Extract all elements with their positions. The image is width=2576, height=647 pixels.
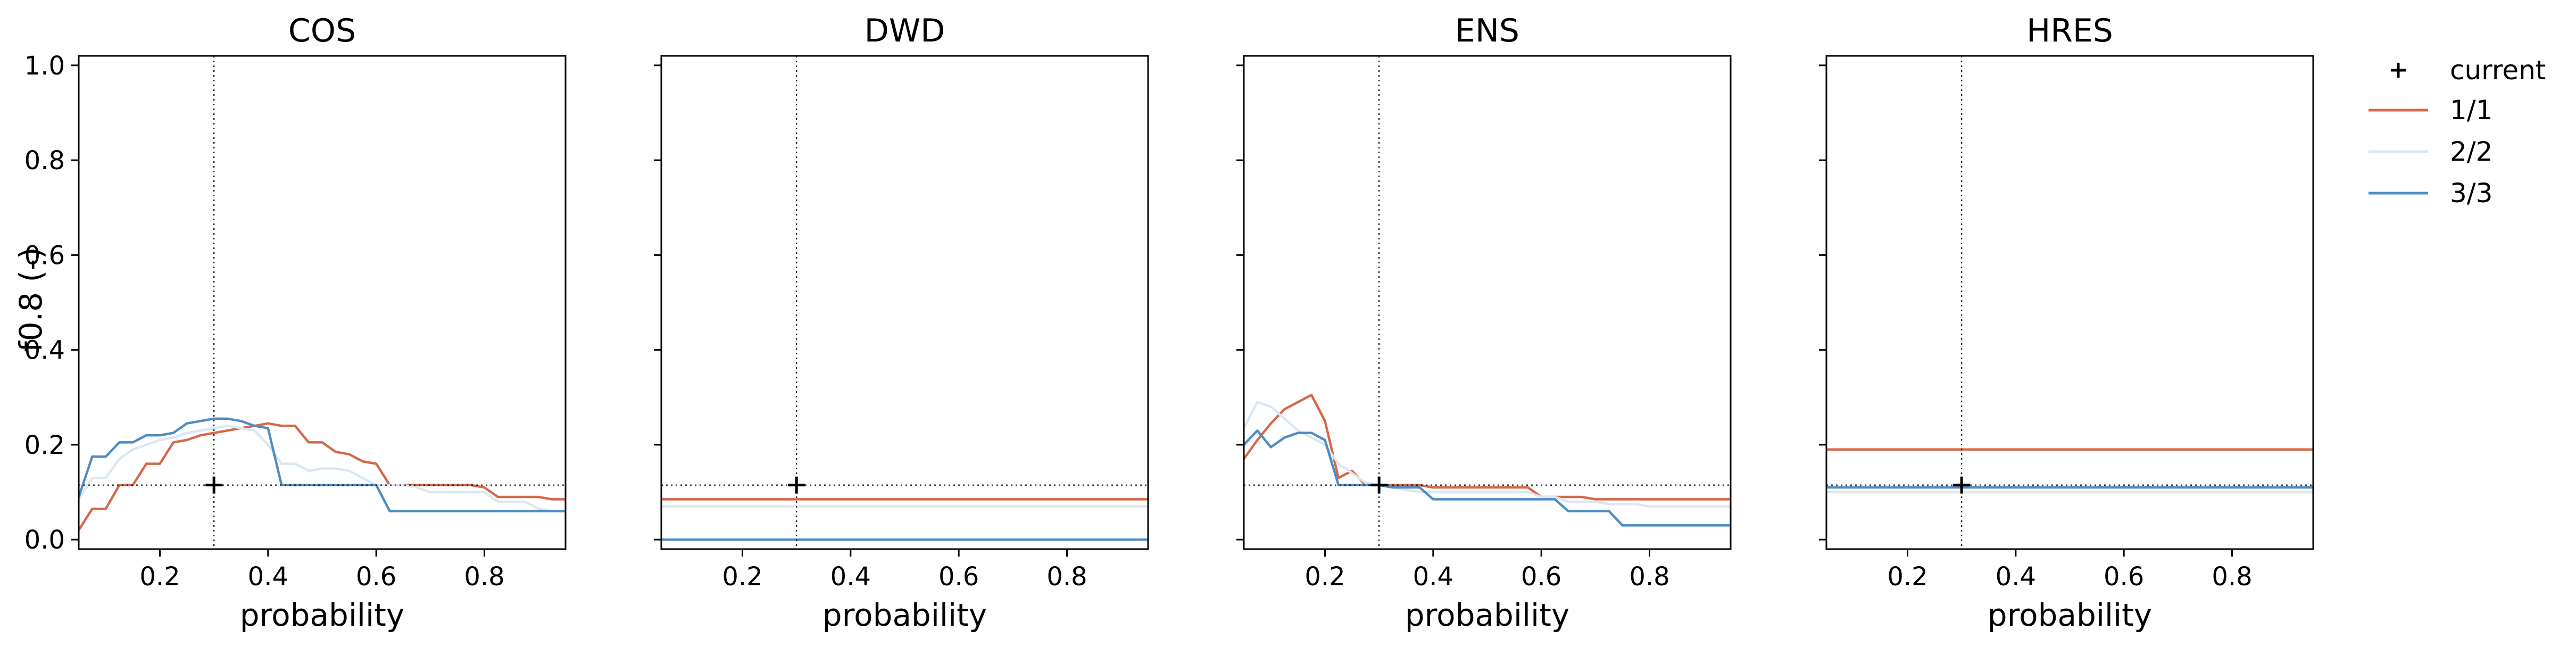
axes-frame	[1825, 55, 2314, 550]
x-tick-label: 0.6	[1521, 562, 1561, 592]
plot-area	[661, 56, 1148, 549]
panel-title: DWD	[865, 12, 945, 49]
x-axis-label: probability	[822, 597, 987, 633]
legend-item-current: current	[2391, 55, 2546, 86]
series-line-3-of-3	[77, 417, 566, 512]
y-tick-label: 0.4	[24, 336, 65, 366]
x-tick-label: 0.4	[830, 562, 871, 592]
plot-area	[1244, 56, 1731, 549]
legend-label: 2/2	[2450, 136, 2492, 167]
y-tick-label: 0.8	[24, 146, 65, 176]
x-tick-label: 0.6	[938, 562, 979, 592]
current-marker	[1370, 476, 1388, 494]
series-line-1-of-1	[1243, 394, 1731, 501]
panel-ens: 0.2 0.4 0.6 0.8 ENS probability	[1236, 12, 1732, 633]
y-axis-label: f0.8 (-)	[13, 247, 49, 352]
legend-label: 1/1	[2450, 95, 2492, 126]
plot-area	[1826, 56, 2313, 549]
panel-hres: 0.2 0.4 0.6 0.8 HRES probability	[1819, 12, 2314, 633]
legend-label: 3/3	[2450, 178, 2492, 209]
current-marker	[788, 476, 805, 494]
legend-item-1-of-1: 1/1	[2369, 95, 2492, 126]
series-line-3-of-3	[1243, 429, 1731, 527]
panel-title: ENS	[1455, 12, 1519, 49]
x-axis-label: probability	[1988, 597, 2152, 633]
x-tick-label: 0.6	[356, 562, 396, 592]
x-tick-label: 0.2	[139, 562, 180, 592]
panel-dwd: 0.2 0.4 0.6 0.8 DWD probability	[654, 12, 1149, 633]
x-tick-label: 0.4	[1413, 562, 1453, 592]
x-tick-label: 0.6	[2104, 562, 2144, 592]
panel-title: COS	[288, 12, 356, 49]
panel-title: HRES	[2026, 12, 2113, 49]
y-tick-label: 0.0	[24, 525, 65, 555]
series-line-1-of-1	[78, 422, 566, 531]
x-tick-label: 0.2	[722, 562, 762, 592]
x-tick-label: 0.8	[464, 562, 504, 592]
y-tick-label: 0.6	[24, 240, 65, 270]
x-tick-label: 0.8	[1046, 562, 1087, 592]
x-tick-label: 0.8	[2212, 562, 2252, 592]
panel-cos: 0.2 0.4 0.6 0.8 0.0 0.2 0.4 0.6 0.8 1.0 COS probabi…	[24, 12, 567, 633]
x-tick-label: 0.2	[1887, 562, 1927, 592]
y-tick-label: 0.2	[24, 430, 65, 460]
legend-item-3-of-3: 3/3	[2369, 178, 2492, 209]
current-marker	[205, 476, 223, 494]
axes-frame	[78, 55, 567, 550]
x-tick-label: 0.4	[248, 562, 288, 592]
axes-frame	[660, 55, 1149, 550]
legend-item-2-of-2: 2/2	[2369, 136, 2492, 167]
legend: current 1/1 2/2 3/3	[2369, 55, 2546, 209]
plot-area	[79, 56, 566, 549]
series-line-2-of-2	[78, 425, 566, 512]
panels: 0.2 0.4 0.6 0.8 0.0 0.2 0.4 0.6 0.8 1.0 COS probabi…	[24, 12, 2314, 633]
legend-label: current	[2450, 55, 2546, 86]
series-line-2-of-2	[1243, 401, 1731, 508]
x-axis-label: probability	[240, 597, 404, 633]
x-tick-label: 0.8	[1629, 562, 1669, 592]
current-marker	[1953, 476, 1971, 494]
x-tick-label: 0.2	[1304, 562, 1345, 592]
x-axis-label: probability	[1405, 597, 1569, 633]
axes-frame	[1243, 55, 1732, 550]
x-tick-label: 0.4	[1996, 562, 2036, 592]
y-tick-label: 1.0	[24, 51, 65, 81]
